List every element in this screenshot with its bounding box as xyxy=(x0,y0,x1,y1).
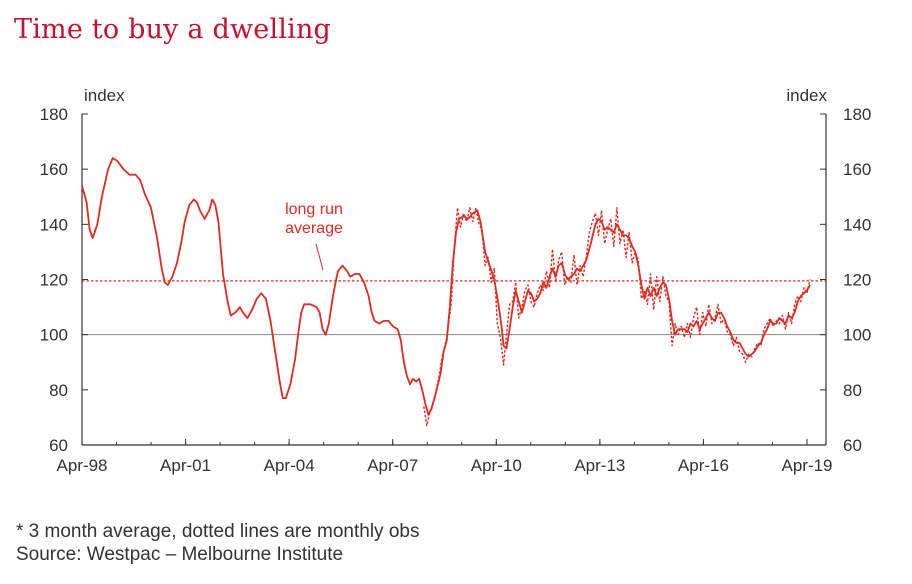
y-axis-label-right: index xyxy=(786,86,827,105)
reference-lines xyxy=(82,280,826,336)
x-tick-label: Apr-04 xyxy=(264,456,315,475)
y-tick-label-left: 160 xyxy=(40,160,68,179)
y-tick-label-right: 100 xyxy=(843,326,871,345)
long-run-average-pointer xyxy=(315,243,324,271)
x-tick-label: Apr-13 xyxy=(574,456,625,475)
x-tick-label: Apr-07 xyxy=(367,456,418,475)
y-tick-label-right: 140 xyxy=(843,215,871,234)
y-tick-label-left: 120 xyxy=(40,271,68,290)
y-tick-label-right: 120 xyxy=(843,271,871,290)
monthly-obs-line xyxy=(423,207,811,427)
x-tick-label: Apr-16 xyxy=(678,456,729,475)
x-tick-label: Apr-19 xyxy=(781,456,832,475)
series-lines xyxy=(81,157,811,427)
y-tick-label-left: 180 xyxy=(40,105,68,124)
chart-labels: long run average xyxy=(285,201,343,271)
footnote: * 3 month average, dotted lines are mont… xyxy=(16,521,420,542)
x-tick-label: Apr-98 xyxy=(56,456,107,475)
x-tick-label: Apr-01 xyxy=(160,456,211,475)
y-tick-label-left: 80 xyxy=(49,381,68,400)
chart-title: Time to buy a dwelling xyxy=(14,14,332,45)
source-note: Source: Westpac – Melbourne Institute xyxy=(16,544,344,565)
three-month-average-line xyxy=(81,157,811,416)
y-tick-label-right: 60 xyxy=(843,436,862,455)
long-run-average-label: long run average xyxy=(285,201,343,237)
y-tick-label-left: 100 xyxy=(40,326,68,345)
y-tick-label-left: 60 xyxy=(49,436,68,455)
y-tick-label-right: 80 xyxy=(843,381,862,400)
axes: 60 60 80 80 100 100 120 120 140 140 160 160 180 180 in… xyxy=(40,86,872,475)
y-tick-label-right: 160 xyxy=(843,160,871,179)
x-tick-label: Apr-10 xyxy=(471,456,522,475)
y-axis-label-left: index xyxy=(84,86,125,105)
y-tick-label-left: 140 xyxy=(40,215,68,234)
y-tick-label-right: 180 xyxy=(843,105,871,124)
